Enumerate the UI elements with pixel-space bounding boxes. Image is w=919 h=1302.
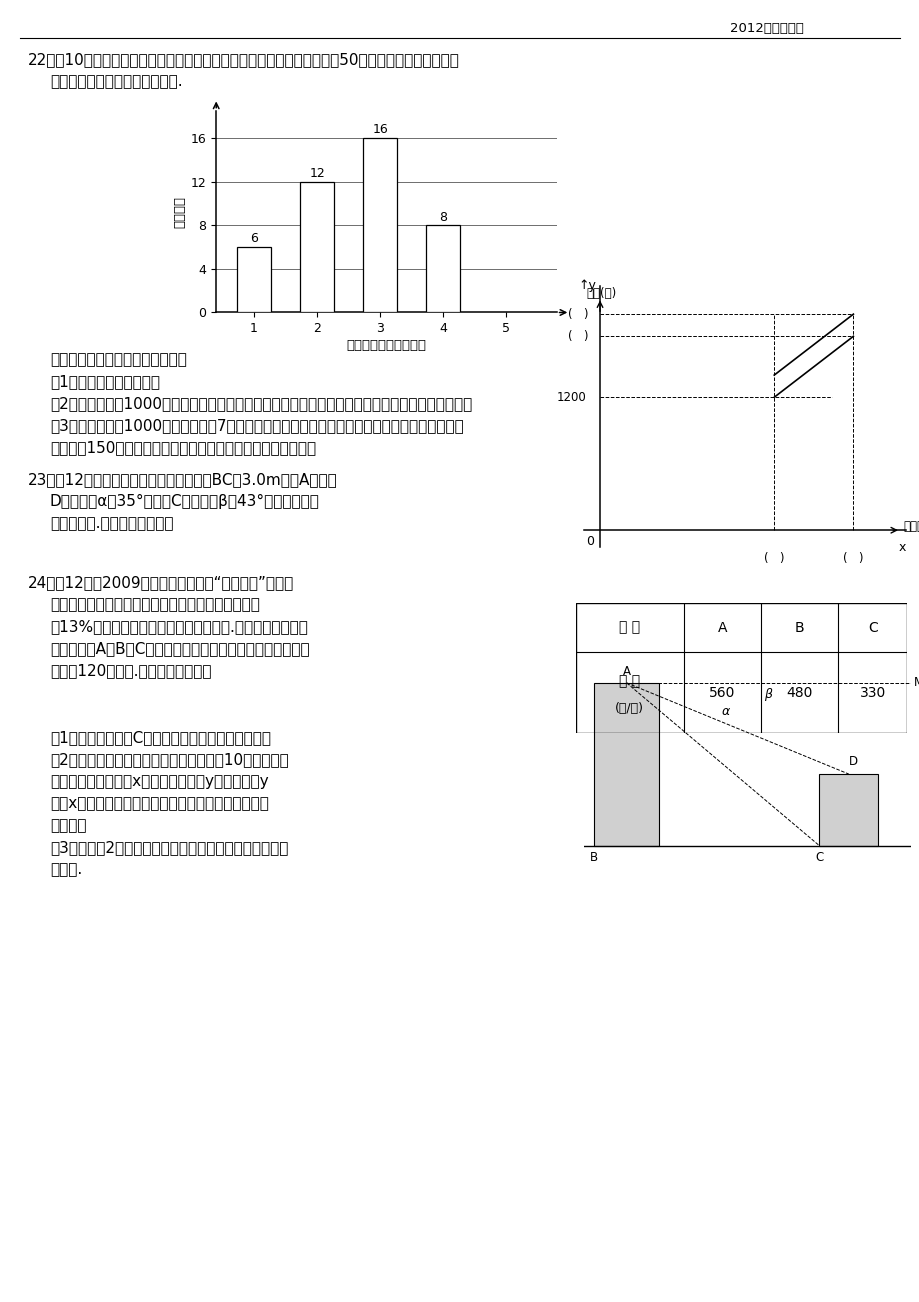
Text: 请根据以上信息，解答下列问题：: 请根据以上信息，解答下列问题： (50, 352, 187, 367)
Text: （2）王强买回手机后，乡亲们委托他代争10部手机，设: （2）王强买回手机后，乡亲们委托他代争10部手机，设 (50, 753, 289, 767)
Text: (   ): ( ) (567, 307, 588, 320)
Text: 330: 330 (859, 686, 885, 699)
Bar (819, 773, 877, 846)
Text: C: C (814, 850, 823, 863)
Text: (   ): ( ) (763, 552, 784, 565)
Text: （1）王强买了一部C款手机，他共能获得多少优惠？: （1）王强买了一部C款手机，他共能获得多少优惠？ (50, 730, 271, 745)
Text: B: B (589, 850, 597, 863)
Text: 8: 8 (438, 211, 447, 224)
Text: 所得数据绘制的统计图的一部分.: 所得数据绘制的统计图的一部分. (50, 74, 183, 89)
Text: （1）将统计图补充完整；: （1）将统计图补充完整； (50, 374, 160, 389)
Text: 销售，推出A、B、C三款手机，除享受政府补贴，另外每部手: 销售，推出A、B、C三款手机，除享受政府补贴，另外每部手 (50, 641, 310, 656)
Text: 12: 12 (309, 167, 324, 180)
Text: 机赠送120元话费.手机价格如右表：: 机赠送120元话费.手机价格如右表： (50, 663, 211, 678)
Text: 22．（10分）我市某中学为调查本校学生使用零花錢的情况，随机调查了50名同学，下图是根据调查: 22．（10分）我市某中学为调查本校学生使用零花錢的情况，随机调查了50名同学，… (28, 52, 459, 66)
Text: x: x (897, 542, 904, 555)
Text: 关于x的函数关系式；这时，政府最多需付出补贴资金: 关于x的函数关系式；这时，政府最多需付出补贴资金 (50, 796, 268, 811)
Text: 的数据.: 的数据. (50, 862, 82, 878)
Text: B: B (794, 621, 803, 634)
Text: 0: 0 (586, 535, 594, 548)
X-axis label: 平均每天的零花錢／元: 平均每天的零花錢／元 (346, 340, 425, 353)
Bar (236, 247, 271, 312)
Text: (   ): ( ) (567, 329, 588, 342)
Text: 6: 6 (250, 232, 257, 245)
Text: M: M (913, 677, 919, 689)
Text: A: A (717, 621, 726, 634)
Text: 560: 560 (709, 686, 735, 699)
Text: 24．（12分）2009年，财政部发布了“家电下乡”的政府: 24．（12分）2009年，财政部发布了“家电下乡”的政府 (28, 575, 294, 590)
Text: 优惠(元): 优惠(元) (586, 286, 617, 299)
Bar (594, 682, 659, 846)
Text: 总售价(元): 总售价(元) (902, 521, 919, 534)
Text: (元/部): (元/部) (615, 702, 643, 715)
Text: (   ): ( ) (842, 552, 863, 565)
Text: （2）若该校共有1000名学生，根据以上调查结果估计，该校全体学生平均每天用去多少元零花錢？: （2）若该校共有1000名学生，根据以上调查结果估计，该校全体学生平均每天用去多… (50, 396, 471, 411)
Text: 售 价: 售 价 (618, 674, 640, 687)
Text: A: A (622, 665, 630, 678)
Text: β: β (763, 687, 771, 700)
Text: （3）如果将全朆1000名学生一周（7天）的零花錢节省下来，全部据给灾区学校购买课桌椅，每: （3）如果将全朆1000名学生一周（7天）的零花錢节省下来，全部据给灾区学校购买… (50, 418, 463, 434)
Text: 款 式: 款 式 (618, 621, 640, 634)
Y-axis label: 人数／名: 人数／名 (174, 195, 187, 228)
Text: 480: 480 (786, 686, 811, 699)
Text: α: α (720, 706, 729, 719)
Bar (425, 225, 460, 312)
Text: 补贴资金政策，对农民购买手机等四类家电给予销售: 补贴资金政策，对农民购买手机等四类家电给予销售 (50, 598, 259, 612)
Text: ↑y: ↑y (577, 279, 596, 292)
Text: 价13%的财政补贴，以提高农民的购买力.某公司为促进手机: 价13%的财政补贴，以提高农民的购买力.某公司为促进手机 (50, 618, 308, 634)
Text: 16: 16 (372, 124, 388, 137)
Text: 23．（12分）如右图，两建筑物的水平距BC是3.0m，从A点测得: 23．（12分）如右图，两建筑物的水平距BC是3.0m，从A点测得 (28, 473, 337, 487)
Text: 所购手机的总售价为x元，两项优惠共y元，请写出y: 所购手机的总售价为x元，两项优惠共y元，请写出y (50, 773, 268, 789)
Text: D: D (848, 755, 857, 768)
Text: （3）根据（2）中的函数关系式，在右边图象中填上适当: （3）根据（2）中的函数关系式，在右边图象中填上适当 (50, 840, 288, 855)
Text: 1200: 1200 (557, 391, 586, 404)
Text: D点的俦角α是35°，测得C点的俦角β是43°，求这两座建: D点的俦角α是35°，测得C点的俦角β是43°，求这两座建 (50, 493, 320, 509)
Text: 筑物的高度.（结果保留整数）: 筑物的高度.（结果保留整数） (50, 516, 174, 531)
Text: 多少元？: 多少元？ (50, 818, 86, 833)
Text: C: C (868, 621, 877, 634)
Bar (362, 138, 397, 312)
Text: 2012年中考真题: 2012年中考真题 (729, 22, 803, 35)
Text: 套课桌椅150元，共可以为灾区学校购买多少套这样的课桌椅？: 套课桌椅150元，共可以为灾区学校购买多少套这样的课桌椅？ (50, 440, 316, 454)
Bar (300, 181, 334, 312)
